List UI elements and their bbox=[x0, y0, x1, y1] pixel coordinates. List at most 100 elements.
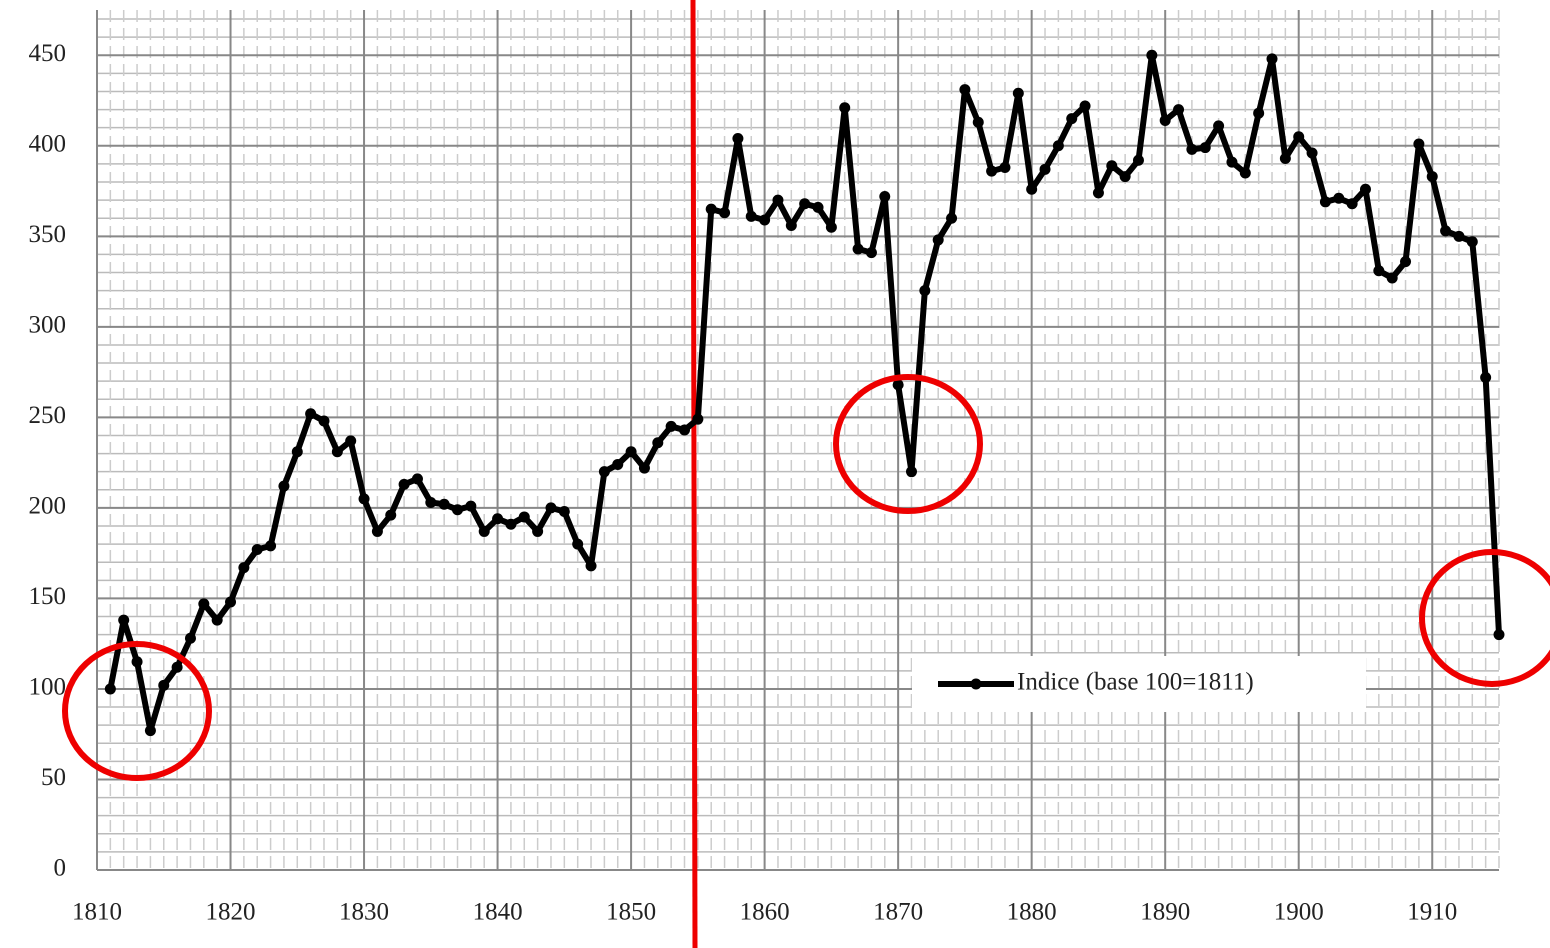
y-tick-label: 400 bbox=[29, 131, 67, 158]
x-tick-label: 1910 bbox=[1407, 899, 1457, 926]
data-point bbox=[665, 420, 677, 432]
data-point bbox=[505, 518, 517, 530]
data-point bbox=[625, 446, 637, 458]
data-point bbox=[1052, 140, 1064, 152]
x-tick-label: 1900 bbox=[1274, 899, 1324, 926]
data-point bbox=[1159, 114, 1171, 126]
annotation-circle bbox=[62, 641, 212, 781]
data-point bbox=[1119, 171, 1131, 183]
data-point bbox=[1066, 113, 1078, 125]
data-point bbox=[251, 544, 263, 556]
data-point bbox=[772, 194, 784, 206]
data-point bbox=[465, 500, 477, 512]
legend-label: Indice (base 100=1811) bbox=[1017, 669, 1254, 696]
data-point bbox=[238, 562, 250, 574]
data-point bbox=[1026, 183, 1038, 195]
data-point bbox=[1132, 154, 1144, 166]
data-point bbox=[144, 725, 156, 737]
data-point bbox=[905, 466, 917, 478]
data-point bbox=[1293, 131, 1305, 143]
data-point bbox=[719, 207, 731, 219]
data-point bbox=[1213, 120, 1225, 132]
data-point bbox=[1493, 629, 1505, 641]
data-point bbox=[104, 683, 116, 695]
data-point bbox=[892, 379, 904, 391]
data-point bbox=[305, 408, 317, 420]
data-point bbox=[959, 84, 971, 96]
y-tick-label: 300 bbox=[29, 312, 67, 339]
data-point bbox=[732, 133, 744, 145]
data-point bbox=[385, 509, 397, 521]
legend-swatch-marker bbox=[970, 678, 982, 690]
annotation-circle bbox=[1419, 549, 1550, 687]
data-point bbox=[425, 496, 437, 508]
data-point bbox=[612, 458, 624, 470]
data-point bbox=[211, 614, 223, 626]
x-tick-label: 1810 bbox=[72, 899, 122, 926]
data-point bbox=[852, 243, 864, 255]
data-point bbox=[1199, 142, 1211, 154]
data-point bbox=[438, 498, 450, 510]
data-point bbox=[278, 480, 290, 492]
data-point bbox=[652, 437, 664, 449]
data-point bbox=[411, 473, 423, 485]
data-point bbox=[879, 190, 891, 202]
data-point bbox=[946, 212, 958, 224]
data-point bbox=[1146, 49, 1158, 61]
data-point bbox=[799, 198, 811, 210]
x-tick-label: 1830 bbox=[339, 899, 389, 926]
data-point bbox=[705, 203, 717, 215]
data-point bbox=[1386, 272, 1398, 284]
data-point bbox=[1079, 100, 1091, 112]
data-point bbox=[198, 598, 210, 610]
data-point bbox=[1186, 143, 1198, 155]
data-point bbox=[1413, 138, 1425, 150]
y-tick-label: 200 bbox=[29, 493, 67, 520]
x-tick-label: 1880 bbox=[1007, 899, 1057, 926]
data-point bbox=[291, 446, 303, 458]
data-point bbox=[679, 424, 691, 436]
data-point bbox=[371, 525, 383, 537]
data-point bbox=[1480, 372, 1492, 384]
data-point bbox=[318, 415, 330, 427]
data-point bbox=[1440, 225, 1452, 237]
x-tick-label: 1850 bbox=[606, 899, 656, 926]
data-point bbox=[1253, 107, 1265, 119]
data-point bbox=[171, 661, 183, 673]
data-point bbox=[225, 596, 237, 608]
y-tick-label: 50 bbox=[41, 764, 66, 791]
data-point bbox=[492, 513, 504, 525]
data-point bbox=[518, 511, 530, 523]
data-point bbox=[759, 214, 771, 226]
y-tick-label: 250 bbox=[29, 402, 67, 429]
data-point bbox=[1012, 87, 1024, 99]
data-point bbox=[1226, 156, 1238, 168]
x-tick-label: 1840 bbox=[473, 899, 523, 926]
data-point bbox=[1239, 167, 1251, 179]
data-point bbox=[1039, 163, 1051, 175]
data-point bbox=[331, 446, 343, 458]
data-point bbox=[1173, 104, 1185, 116]
data-point bbox=[1346, 198, 1358, 210]
data-point bbox=[865, 247, 877, 259]
data-point bbox=[184, 632, 196, 644]
data-point bbox=[812, 201, 824, 213]
data-point bbox=[598, 466, 610, 478]
x-tick-label: 1870 bbox=[873, 899, 923, 926]
y-tick-label: 100 bbox=[29, 674, 67, 701]
data-point bbox=[1453, 230, 1465, 242]
x-tick-label: 1890 bbox=[1140, 899, 1190, 926]
y-tick-label: 0 bbox=[54, 855, 67, 882]
data-point bbox=[452, 504, 464, 516]
data-point bbox=[585, 560, 597, 572]
data-point bbox=[398, 478, 410, 490]
data-point bbox=[932, 234, 944, 246]
data-point bbox=[972, 116, 984, 128]
annotation-line bbox=[690, 0, 698, 948]
data-point bbox=[358, 493, 370, 505]
data-point bbox=[1373, 265, 1385, 277]
y-tick-label: 450 bbox=[29, 40, 67, 67]
data-point bbox=[825, 221, 837, 233]
data-point bbox=[1092, 187, 1104, 199]
data-point bbox=[558, 506, 570, 518]
